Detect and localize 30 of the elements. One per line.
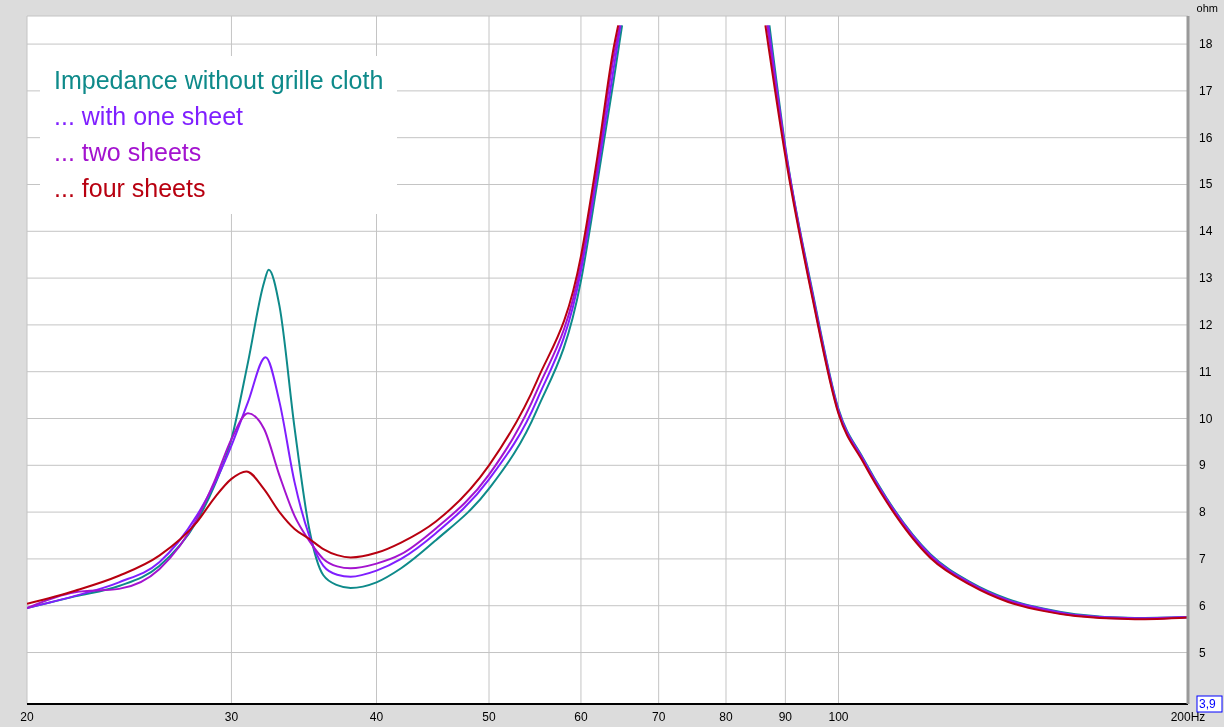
y-tick-label: 14 bbox=[1199, 224, 1213, 239]
text: ... with one sheet bbox=[54, 101, 244, 132]
text: ... two sheets bbox=[54, 137, 203, 168]
x-tick-label: 20 bbox=[20, 709, 34, 724]
y-tick-label: 12 bbox=[1199, 317, 1213, 332]
x-tick-label: 30 bbox=[224, 709, 239, 724]
x-tick-label: 40 bbox=[369, 709, 384, 724]
y-tick-label: 13 bbox=[1199, 271, 1213, 286]
y-tick-label: 16 bbox=[1199, 130, 1213, 145]
y-axis-title: ohm bbox=[1196, 2, 1218, 14]
y-tick-label: 5 bbox=[1199, 645, 1206, 660]
y-tick-label: 9 bbox=[1199, 458, 1206, 473]
y-tick-label: 7 bbox=[1199, 551, 1206, 566]
text: ... four sheets bbox=[54, 173, 207, 204]
y-tick-label: 18 bbox=[1199, 37, 1213, 52]
x-tick-label: 50 bbox=[482, 709, 496, 724]
y-tick-label: 6 bbox=[1199, 598, 1206, 613]
text: Impedance without grille cloth bbox=[54, 65, 384, 96]
x-tick-label: 60 bbox=[574, 709, 588, 724]
y-tick-label: 3,9 bbox=[1199, 697, 1217, 711]
y-tick-label: 15 bbox=[1199, 177, 1213, 192]
x-tick-label: 90 bbox=[778, 709, 793, 724]
y-tick-label: 11 bbox=[1199, 364, 1212, 379]
x-tick-label: 200Hz bbox=[1170, 709, 1206, 724]
y-tick-label: 8 bbox=[1199, 505, 1206, 520]
x-tick-label: 80 bbox=[719, 709, 733, 724]
y-tick-label: 17 bbox=[1199, 83, 1213, 98]
y-tick-label: 10 bbox=[1199, 411, 1213, 426]
x-tick-label: 100 bbox=[828, 709, 849, 724]
x-tick-label: 70 bbox=[651, 709, 666, 724]
